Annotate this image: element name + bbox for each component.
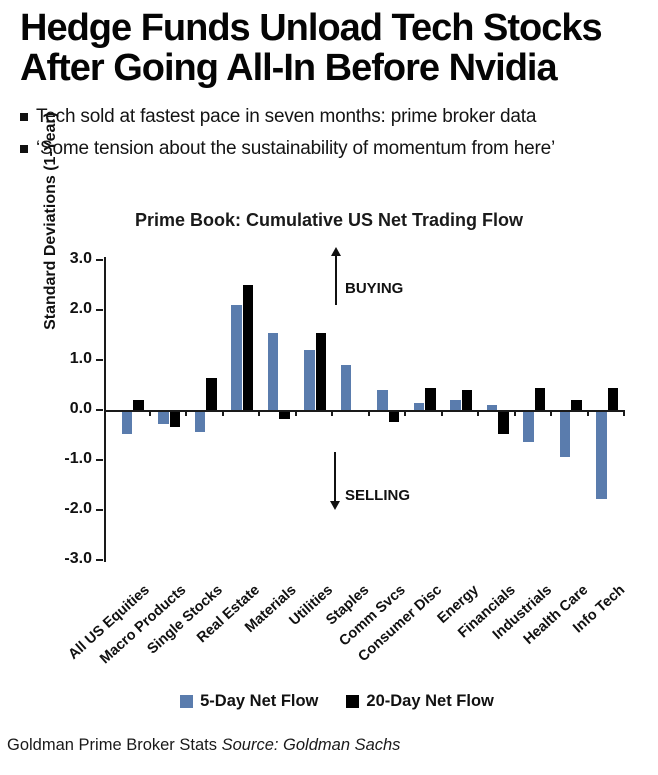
y-tick [96, 409, 103, 411]
bar-5day-5 [304, 350, 315, 410]
chart-title: Prime Book: Cumulative US Net Trading Fl… [134, 210, 524, 230]
bar-20day-12 [571, 400, 582, 410]
bar-20day-4 [279, 411, 290, 419]
legend-swatch-blue [180, 695, 194, 708]
bar-5day-7 [377, 390, 388, 410]
x-tick [404, 411, 406, 416]
y-tick-label: 2.0 [69, 300, 92, 317]
selling-label: SELLING [345, 487, 411, 504]
y-tick-label: -1.0 [64, 450, 92, 467]
bullet-item: Tech sold at fastest pace in seven month… [20, 106, 536, 128]
bullet-square-icon [20, 113, 28, 121]
y-tick-label: -2.0 [64, 500, 92, 517]
legend-swatch-black [346, 695, 360, 708]
bar-20day-5 [315, 332, 326, 410]
bar-20day-9 [461, 390, 472, 410]
x-tick [294, 411, 297, 416]
legend-label: 20-Day Net Flow [366, 692, 494, 710]
y-tick [96, 359, 103, 361]
bar-5day-6 [340, 365, 351, 410]
y-tick [96, 459, 103, 461]
headline-line-1: Hedge Funds Unload Tech Stocks [20, 7, 603, 49]
bullet-square-icon [20, 145, 28, 153]
bar-20day-13 [607, 387, 618, 410]
selling-arrow-icon [330, 501, 340, 510]
x-tick [477, 411, 479, 416]
bar-5day-9 [450, 400, 461, 410]
bar-5day-3 [231, 305, 242, 410]
attribution: Goldman Prime Broker Stats Source: Goldm… [7, 736, 400, 755]
x-tick [440, 411, 443, 416]
bar-20day-1 [169, 411, 180, 427]
bar-20day-0 [133, 400, 144, 410]
bar-5day-12 [559, 411, 570, 457]
attribution-text: Goldman Prime Broker Stats [7, 736, 217, 754]
bullet-item: ‘Some tension about the sustainability o… [20, 138, 555, 160]
bar-20day-10 [498, 411, 509, 434]
y-tick [96, 309, 103, 311]
bullet-text: Tech sold at fastest pace in seven month… [36, 106, 537, 127]
bar-20day-3 [242, 285, 253, 410]
buying-arrow-icon [331, 247, 341, 256]
chart-legend: 5-Day Net Flow 20-Day Net Flow [8, 692, 658, 711]
x-tick [331, 411, 333, 416]
bar-5day-1 [158, 411, 169, 424]
legend-item-20day: 20-Day Net Flow [346, 692, 494, 711]
x-tick [586, 411, 589, 416]
x-tick [367, 411, 370, 416]
bar-5day-8 [413, 402, 424, 410]
x-tick [221, 411, 224, 416]
x-tick [623, 411, 625, 416]
bar-20day-8 [425, 387, 436, 410]
bullet-text: ‘Some tension about the sustainability o… [36, 138, 556, 159]
y-tick-label: 3.0 [69, 250, 92, 267]
bar-20day-11 [534, 387, 545, 410]
bar-5day-2 [194, 411, 205, 432]
buying-arrow-line [335, 255, 337, 305]
x-tick [550, 411, 552, 416]
headline: Hedge Funds Unload Tech Stocks After Goi… [20, 8, 650, 88]
bar-5day-11 [523, 411, 534, 442]
bar-20day-7 [388, 411, 399, 422]
bar-5day-4 [267, 332, 278, 410]
headline-line-2: After Going All-In Before Nvidia [20, 47, 558, 89]
bar-5day-0 [121, 411, 132, 434]
legend-label: 5-Day Net Flow [200, 692, 319, 710]
y-tick [96, 259, 103, 261]
y-tick [96, 509, 103, 511]
bar-5day-13 [596, 411, 607, 499]
buying-label: BUYING [345, 280, 404, 297]
y-tick-label: 1.0 [69, 350, 92, 367]
x-axis-zero-line [104, 409, 625, 412]
x-tick [148, 411, 151, 416]
bar-20day-2 [206, 377, 217, 410]
source-text: Source: Goldman Sachs [221, 736, 401, 754]
x-tick [513, 411, 516, 416]
y-tick-label: -3.0 [64, 550, 92, 567]
bar-5day-10 [486, 405, 497, 410]
y-tick [96, 559, 103, 561]
x-tick [185, 411, 187, 416]
x-tick [258, 411, 260, 416]
y-tick-label: 0.0 [69, 400, 92, 417]
legend-item-5day: 5-Day Net Flow [180, 692, 318, 711]
selling-arrow-line [334, 452, 336, 502]
